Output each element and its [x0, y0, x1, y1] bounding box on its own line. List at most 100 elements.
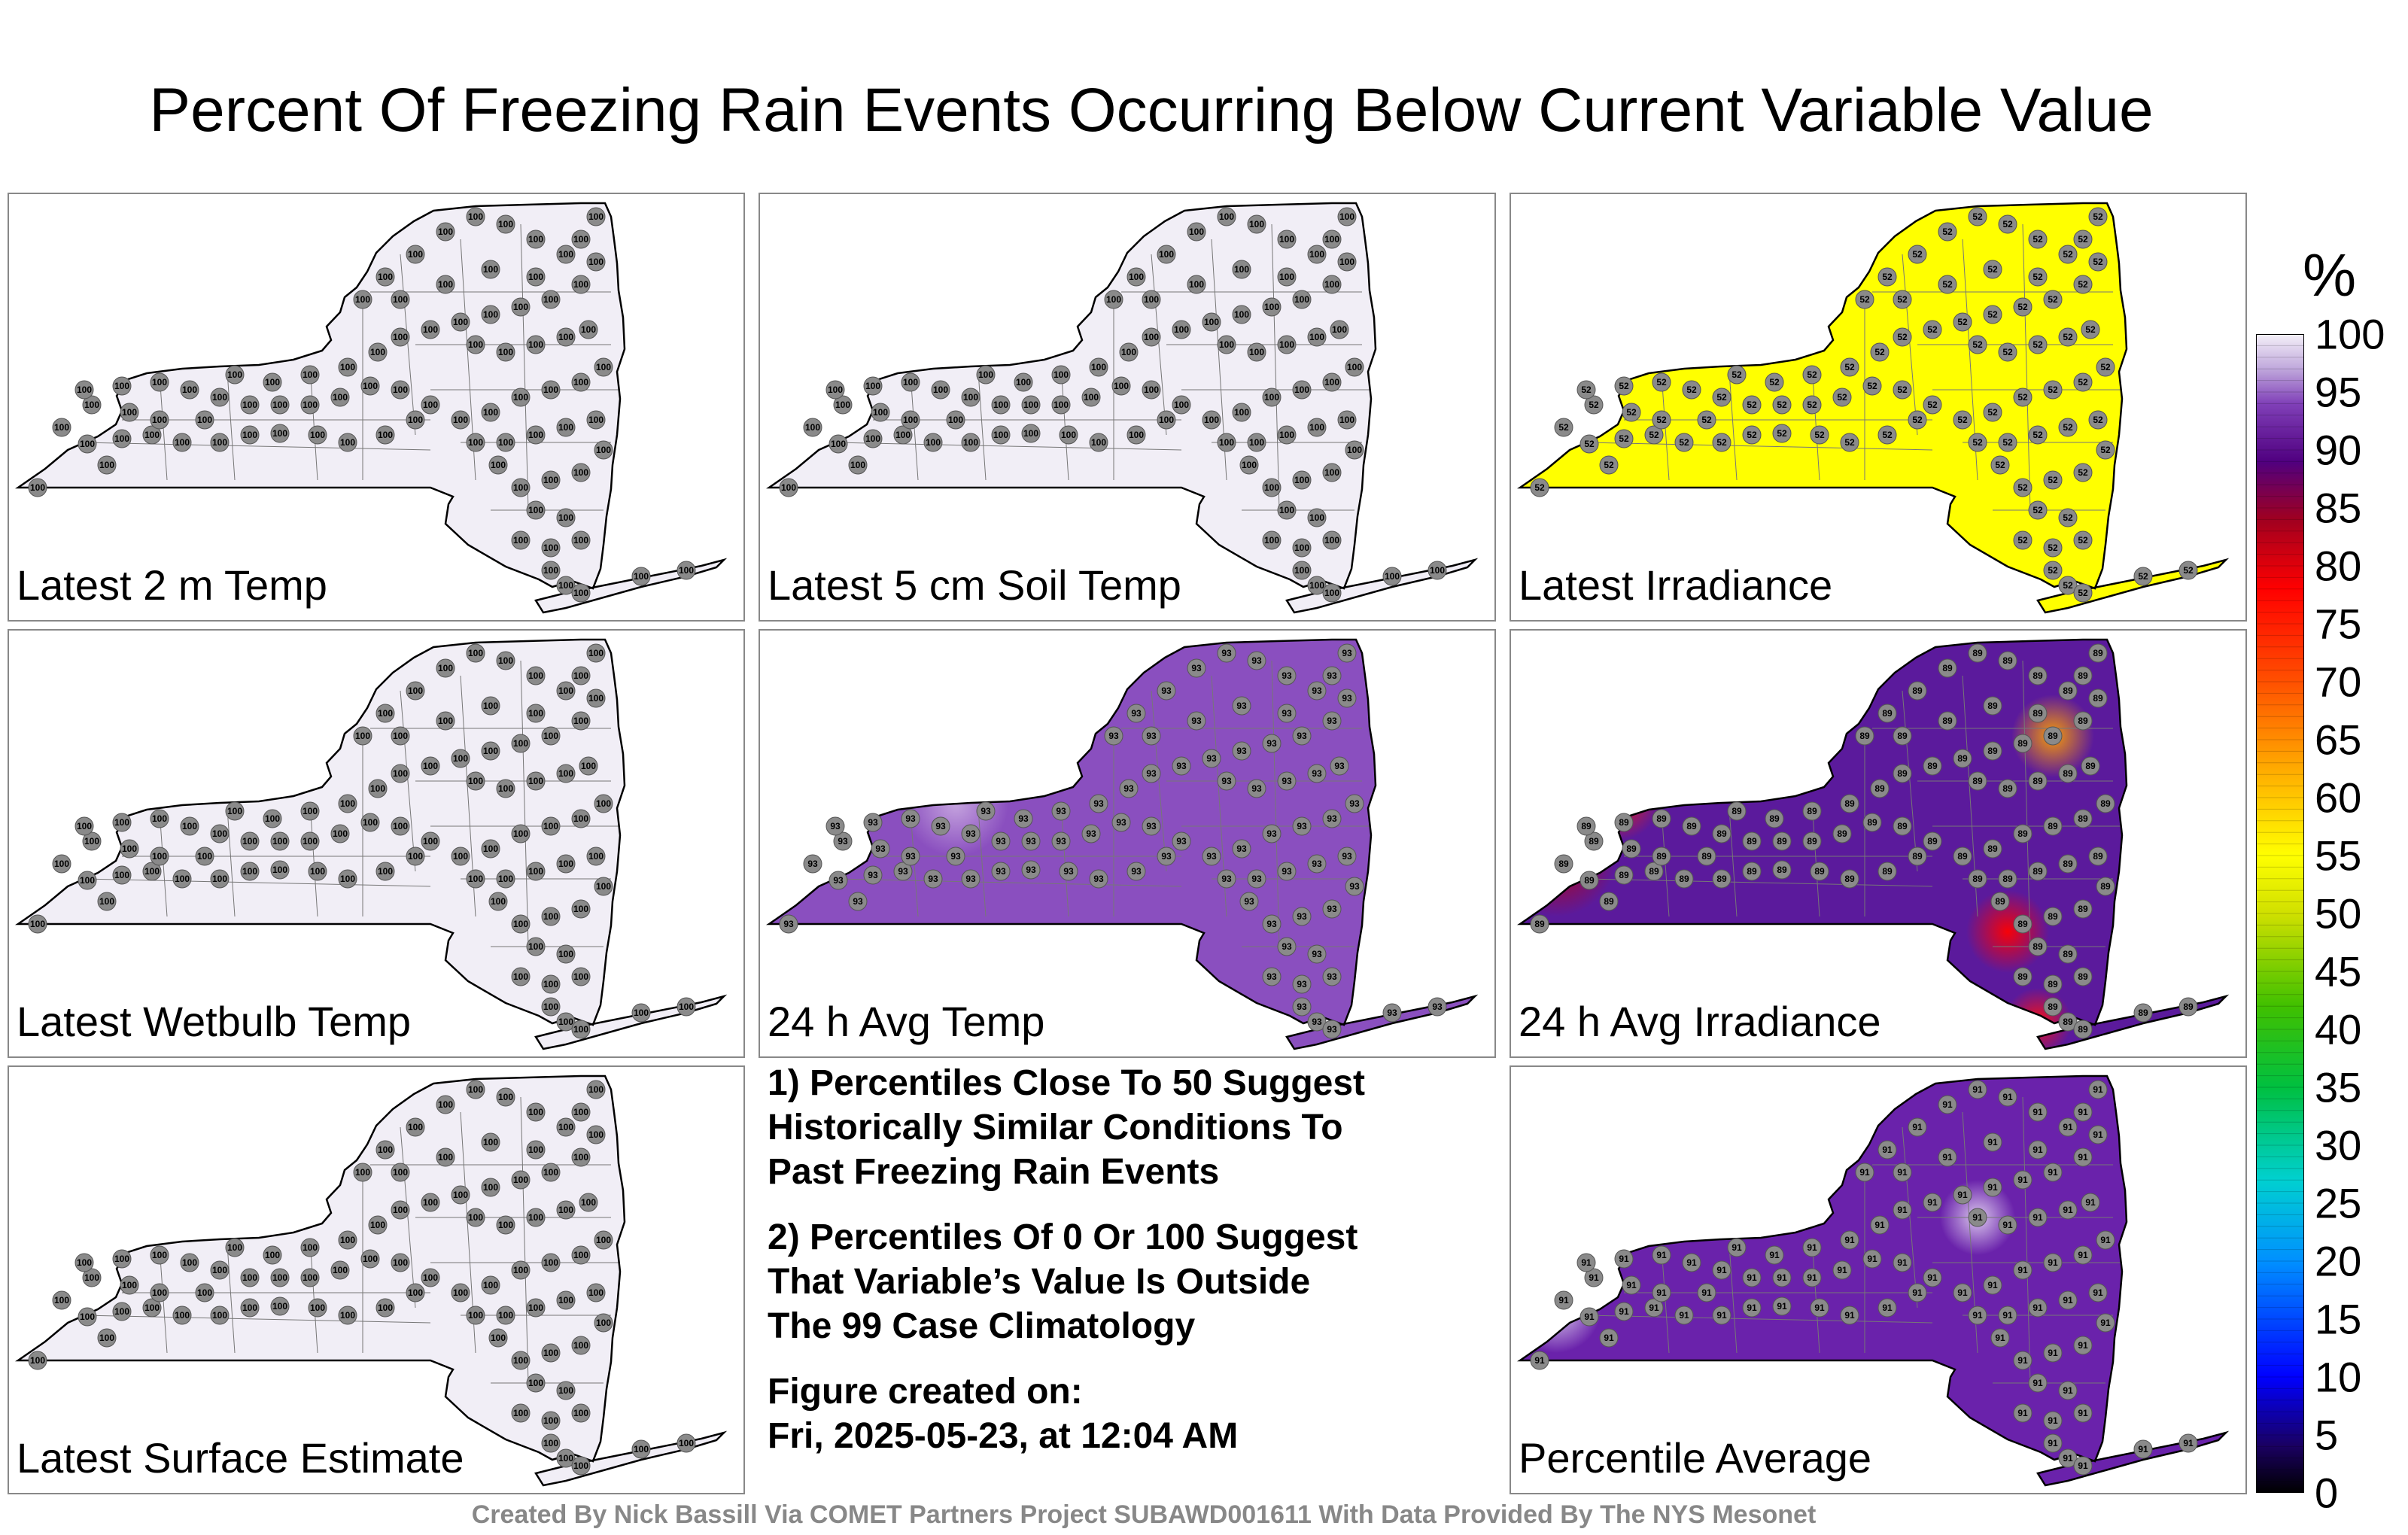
station-value: 100	[513, 392, 528, 403]
station-dot	[594, 440, 613, 460]
station-value: 100	[679, 1002, 694, 1012]
station-value: 100	[543, 385, 558, 395]
station-value: 93	[1432, 1002, 1443, 1012]
station-dot	[526, 500, 546, 520]
station-dot	[28, 478, 47, 497]
notes-block: 1) Percentiles Close To 50 Suggest Histo…	[768, 1061, 1475, 1479]
station-dot	[1893, 290, 1912, 309]
station-value: 100	[355, 731, 370, 741]
station-dot	[1239, 455, 1259, 475]
station-dot	[1277, 666, 1297, 685]
station-dot	[1893, 1200, 1912, 1220]
station-value: 91	[1897, 1257, 1908, 1268]
station-dot	[1938, 222, 1957, 242]
station-value: 100	[1294, 294, 1309, 305]
station-dot	[1772, 860, 1792, 880]
station-value: 89	[2048, 821, 2058, 831]
county-line	[1902, 690, 1918, 872]
station-value: 100	[781, 482, 796, 493]
station-dot	[511, 478, 531, 497]
station-value: 91	[2063, 1385, 2073, 1396]
station-value: 100	[182, 385, 197, 395]
station-value: 52	[1867, 381, 1877, 391]
station-value: 100	[1332, 324, 1347, 335]
station-value: 52	[2017, 482, 2028, 493]
station-dot	[961, 433, 981, 452]
station-dot	[2013, 824, 2033, 843]
station-value: 100	[1324, 279, 1339, 290]
station-value: 93	[1251, 874, 1262, 884]
station-dot	[571, 463, 591, 482]
station-value: 89	[2093, 648, 2103, 658]
station-dot	[308, 1298, 327, 1318]
station-value: 100	[1279, 272, 1294, 282]
station-dot	[2058, 508, 2078, 527]
station-value: 100	[528, 866, 543, 877]
station-value: 52	[2078, 588, 2088, 598]
station-dot	[571, 530, 591, 550]
station-value: 100	[114, 870, 129, 880]
station-value: 93	[1282, 776, 1292, 786]
note-2: 2) Percentiles Of 0 Or 100 Suggest That …	[768, 1215, 1475, 1348]
station-value: 100	[54, 859, 69, 869]
station-dot	[1089, 869, 1108, 889]
station-dot	[74, 816, 94, 836]
station-value: 89	[1626, 843, 1637, 854]
map-panel-latest-2m-temp: 100 100 100 100 100 100 100 100 100 100 100 100 100 1…	[8, 193, 745, 622]
map-panel-latest-wetbulb-temp: 100 100 100 100 100 100 100 100 100 100 100 100 100 1…	[8, 629, 745, 1058]
station-dot	[1232, 839, 1251, 859]
station-dot	[2013, 1260, 2033, 1280]
station-dot	[488, 1328, 508, 1348]
station-value: 100	[453, 317, 468, 327]
station-value: 93	[1312, 859, 1322, 869]
station-dot	[1742, 425, 1762, 445]
station-value: 100	[513, 971, 528, 982]
station-value: 93	[898, 866, 908, 877]
station-value: 93	[1342, 851, 1352, 862]
station-value: 100	[573, 234, 588, 245]
station-value: 89	[2078, 716, 2088, 726]
station-value: 100	[483, 407, 498, 418]
station-dot	[300, 1268, 320, 1287]
station-value: 89	[1927, 836, 1938, 847]
station-dot	[1111, 376, 1131, 396]
station-value: 89	[1912, 685, 1923, 696]
station-value: 100	[895, 430, 911, 440]
state-outline	[534, 558, 728, 614]
station-value: 100	[265, 1250, 280, 1260]
station-value: 100	[393, 294, 408, 305]
station-value: 100	[272, 865, 287, 875]
station-dot	[2013, 914, 2033, 934]
station-dot	[1247, 651, 1266, 670]
station-dot	[1262, 967, 1282, 986]
station-dot	[1202, 749, 1221, 768]
station-value: 91	[1716, 1265, 1727, 1275]
station-value: 100	[1121, 347, 1136, 357]
station-value: 52	[1807, 400, 1817, 410]
station-value: 91	[1867, 1254, 1877, 1264]
county-line	[1728, 371, 1738, 481]
station-dot	[1051, 831, 1071, 851]
station-dot	[1427, 561, 1447, 580]
station-dot	[1923, 1193, 1942, 1212]
station-dot	[1862, 376, 1882, 396]
station-dot	[991, 395, 1011, 415]
station-dot	[1126, 425, 1146, 445]
station-value: 91	[1927, 1197, 1938, 1208]
station-value: 100	[242, 1272, 257, 1283]
station-value: 100	[528, 1212, 543, 1223]
station-value: 52	[1972, 211, 1983, 222]
station-dot	[1622, 403, 1641, 422]
heat-spot	[1966, 890, 2049, 973]
station-value: 93	[1221, 874, 1232, 884]
station-dot	[541, 538, 561, 558]
station-dot	[97, 455, 117, 475]
station-value: 93	[935, 821, 946, 831]
station-dot	[195, 1283, 214, 1302]
station-value: 100	[212, 828, 227, 839]
station-value: 100	[1249, 347, 1264, 357]
station-value: 93	[1161, 851, 1172, 862]
station-dot	[1330, 320, 1349, 339]
station-dot	[360, 1249, 380, 1269]
station-dot	[1599, 1328, 1619, 1348]
